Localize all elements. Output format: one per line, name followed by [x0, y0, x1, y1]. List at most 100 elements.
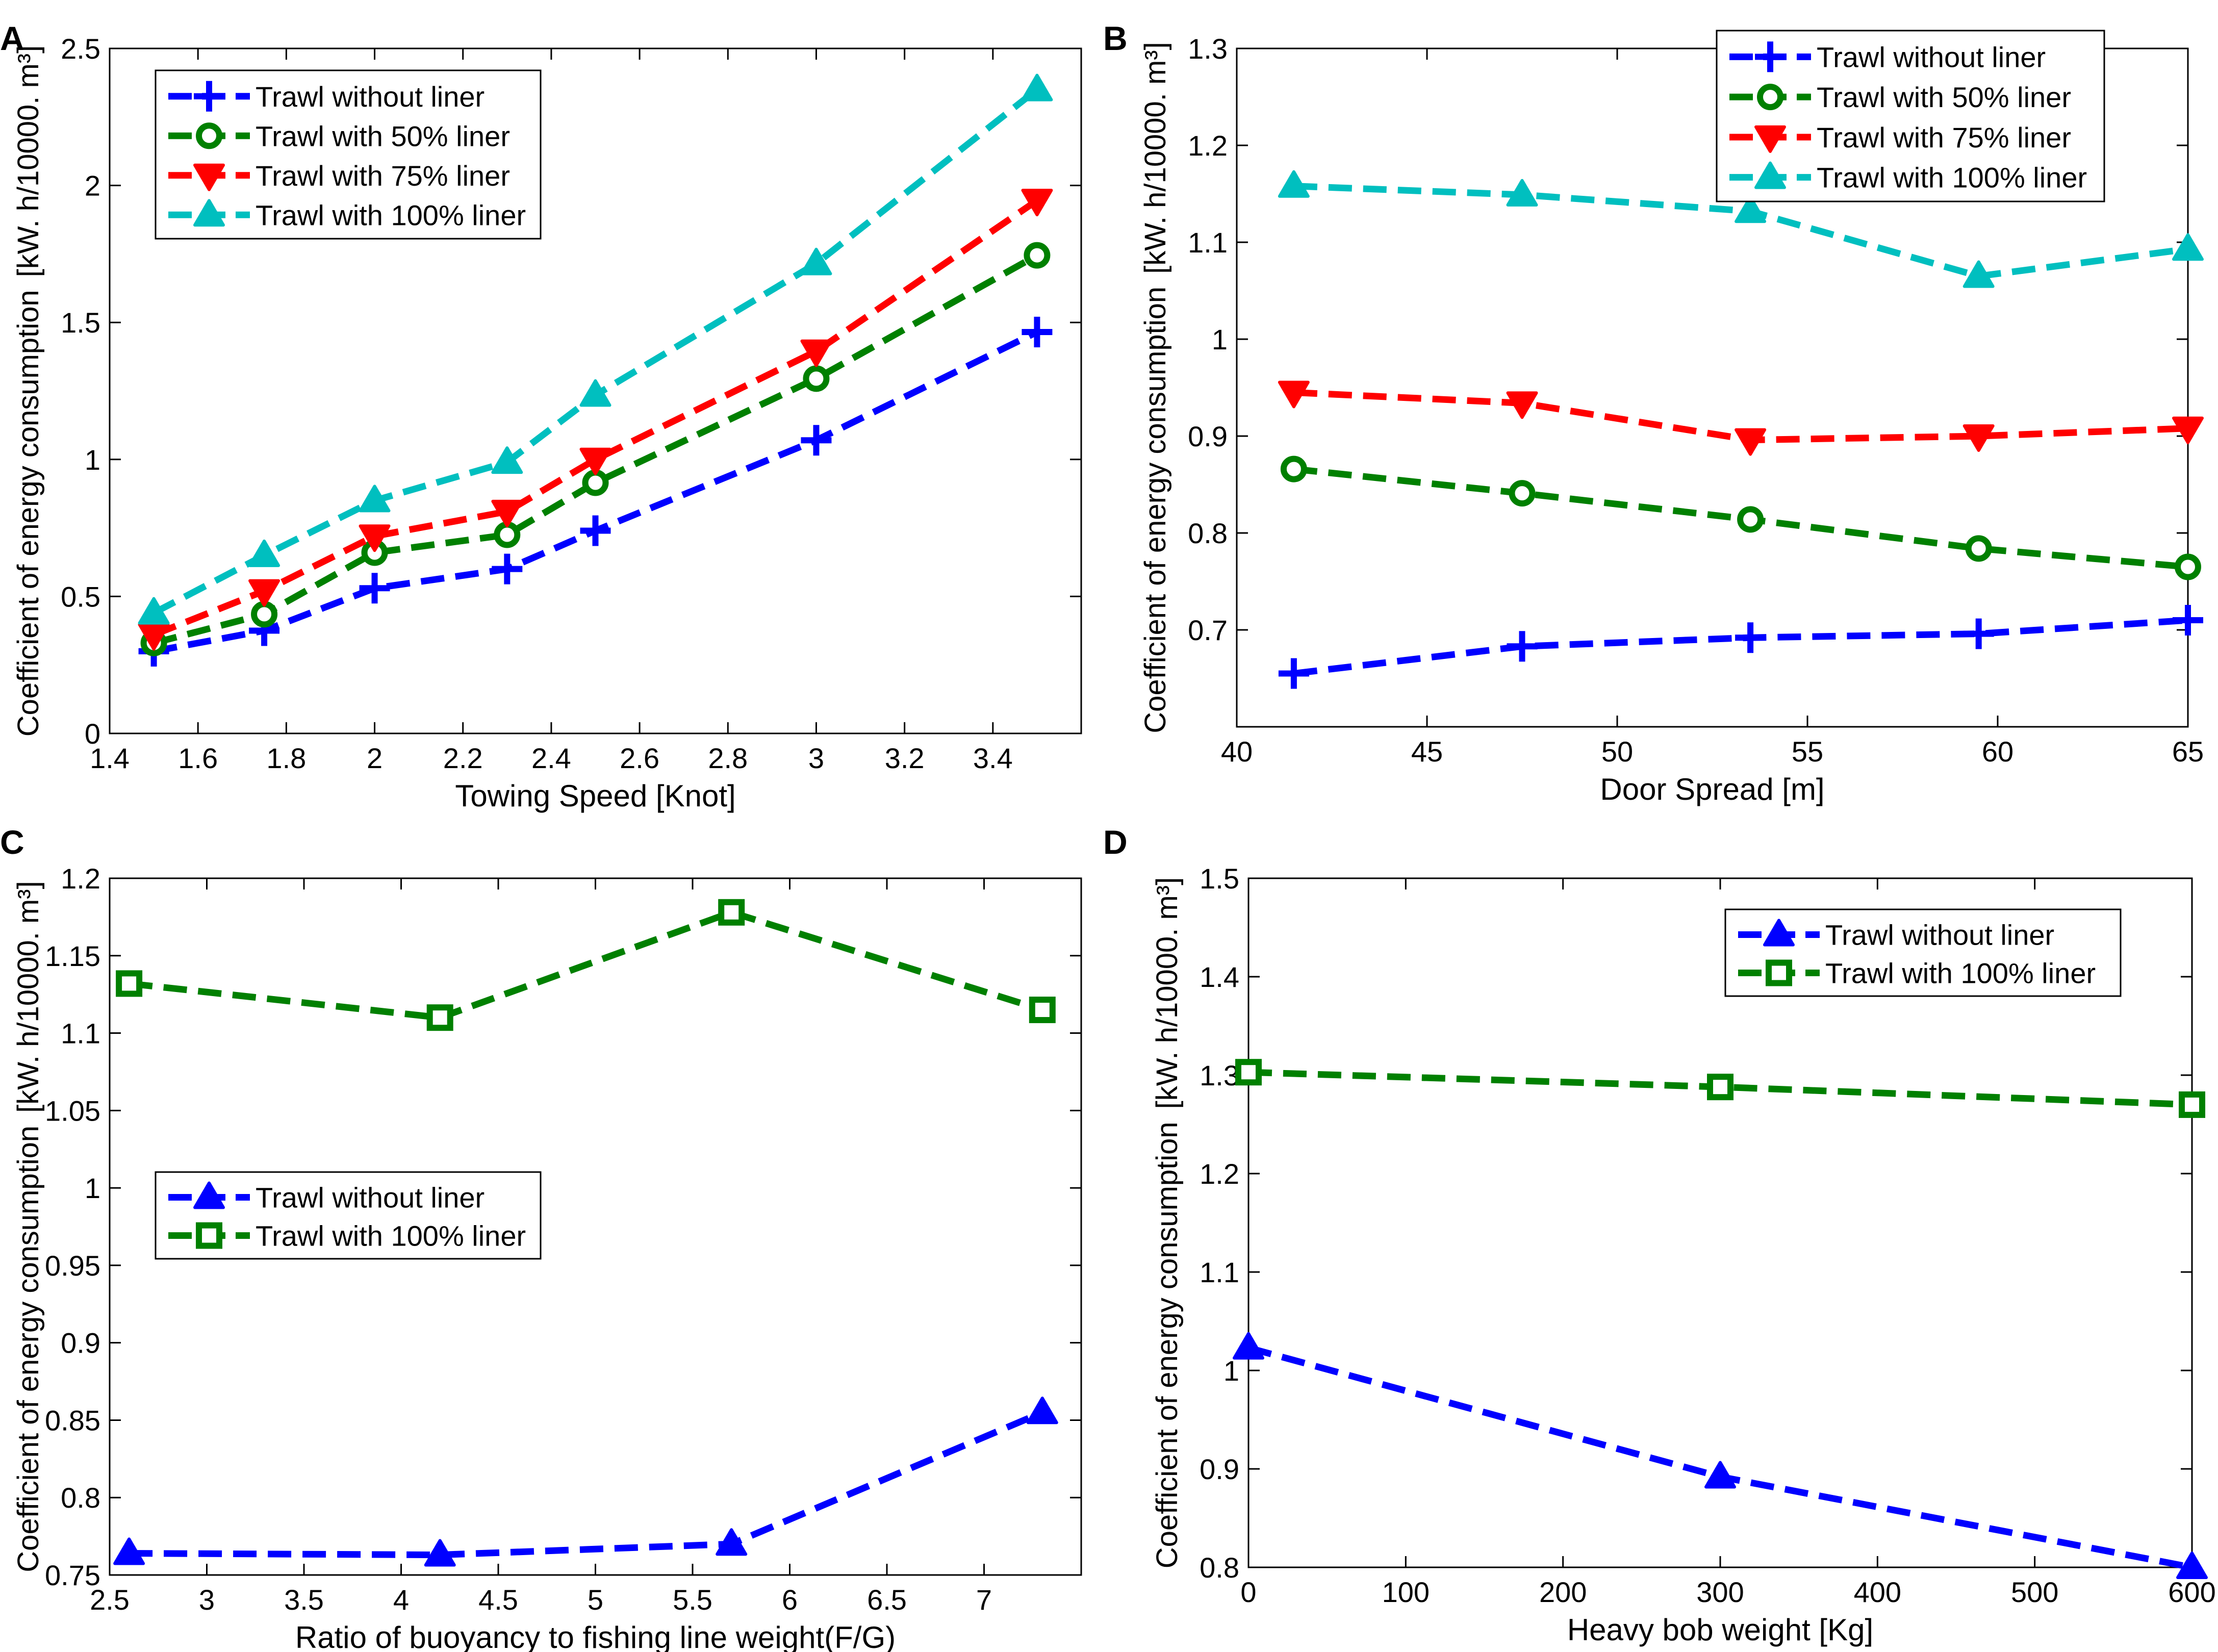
- legend-label: Trawl with 100% liner: [1817, 162, 2087, 194]
- data-point: [359, 524, 391, 552]
- panel-c: C 2.5 3 3.5 4 4.5 5 5.5 6 6.5 7 0.75 0.8 0.85 0.9 0.95 1…: [0, 823, 1082, 1652]
- data-point: [1278, 170, 1310, 198]
- x-tick-label: 3.4: [973, 742, 1013, 774]
- data-point: [1963, 618, 1994, 649]
- legend: Trawl without liner Trawl with 50% liner T…: [155, 69, 542, 240]
- data-point: [580, 515, 611, 546]
- x-tick-label: 2.6: [620, 742, 659, 774]
- y-axis-label-text: Coefficient of energy consumption: [12, 1126, 45, 1572]
- data-point: [2172, 233, 2204, 261]
- data-point: [800, 247, 832, 275]
- data-point: [1506, 179, 1538, 207]
- y-tick-label: 1: [1212, 323, 1228, 355]
- y-tick-label: 1.5: [61, 307, 100, 339]
- data-point: [1026, 1396, 1058, 1425]
- x-tick-label: 5: [588, 1584, 603, 1616]
- y-tick-label: 0: [85, 718, 100, 750]
- panel-label: C: [0, 823, 24, 861]
- legend-label: Trawl with 75% liner: [256, 160, 510, 192]
- legend-marker: [193, 163, 225, 191]
- y-tick-label: 0.9: [1200, 1453, 1239, 1485]
- data-point: [491, 446, 523, 474]
- y-axis-unit: [kW. h/10000. m³]: [12, 881, 45, 1113]
- data-point: [2172, 416, 2204, 444]
- data-point: [1280, 455, 1307, 482]
- data-point: [716, 1528, 748, 1556]
- panel-label: D: [1103, 823, 1128, 861]
- data-point: [113, 1537, 145, 1565]
- x-tick-label: 55: [1792, 735, 1823, 768]
- legend-label: Trawl without liner: [1825, 919, 2054, 951]
- data-point: [1704, 1461, 1736, 1489]
- legend-label: Trawl with 100% liner: [256, 1220, 526, 1252]
- y-tick-label: 0.8: [1200, 1552, 1239, 1584]
- x-tick-label: 600: [2168, 1576, 2215, 1608]
- x-tick-label: 3.2: [885, 742, 925, 774]
- data-point: [579, 447, 611, 475]
- data-point: [1029, 997, 1056, 1024]
- x-tick-label: 1.4: [90, 742, 130, 774]
- legend: Trawl without liner Trawl with 100% liner: [1724, 908, 2122, 997]
- x-tick-label: 200: [1539, 1576, 1587, 1608]
- x-tick-label: 65: [2172, 735, 2204, 768]
- legend-label: Trawl with 50% liner: [256, 120, 510, 152]
- y-tick-label: 0.75: [45, 1559, 100, 1591]
- data-point: [491, 499, 523, 527]
- x-axis-label: Ratio of buoyancy to fishing line weight…: [295, 1620, 896, 1652]
- legend-label: Trawl without liner: [1817, 41, 2046, 73]
- x-axis-label: Heavy bob weight [Kg]: [1567, 1613, 1873, 1647]
- y-tick-label: 0.7: [1188, 614, 1228, 646]
- y-tick-label: 1.1: [1200, 1256, 1239, 1288]
- legend: Trawl without liner Trawl with 100% liner: [155, 1171, 542, 1260]
- legend-marker: [1754, 161, 1786, 189]
- x-tick-label: 60: [1982, 735, 2013, 768]
- x-tick-label: 0: [1240, 1576, 1256, 1608]
- data-point: [1278, 658, 1309, 689]
- data-point: [424, 1539, 456, 1567]
- y-axis-unit: [kW. h/10000. m³]: [1139, 42, 1172, 274]
- y-axis-label: Coefficient of energy consumption [kW. h/…: [1139, 42, 1172, 733]
- y-tick-label: 1.1: [1188, 226, 1228, 259]
- y-axis-label: Coefficient of energy consumption [kW. h/…: [1151, 877, 1184, 1568]
- data-point: [801, 425, 832, 456]
- panel-label: B: [1103, 19, 1128, 57]
- x-tick-label: 5.5: [673, 1584, 712, 1616]
- data-point: [1707, 1074, 1733, 1101]
- y-tick-label: 1.5: [1200, 862, 1239, 895]
- y-tick-label: 0.5: [61, 580, 100, 613]
- data-point: [1278, 380, 1310, 409]
- legend-marker: [194, 81, 224, 112]
- data-point: [116, 970, 143, 997]
- panel-b: B 40 45 50 55 60 65 0.7 0.8 0.9 1 1.1 1.2 1.3 Door Spr…: [1103, 19, 2204, 806]
- data-point: [1021, 189, 1053, 217]
- legend-marker: [196, 122, 222, 149]
- y-tick-label: 0.85: [45, 1404, 100, 1436]
- x-tick-label: 7: [976, 1584, 992, 1616]
- data-point: [138, 597, 170, 625]
- series-line-1: [129, 1409, 1044, 1559]
- y-tick-label: 1.15: [45, 940, 100, 972]
- x-tick-label: 400: [1854, 1576, 1901, 1608]
- x-axis-label: Door Spread [m]: [1600, 772, 1824, 806]
- data-point: [2173, 605, 2203, 636]
- data-point: [1233, 1332, 1264, 1360]
- y-tick-label: 1.3: [1188, 33, 1228, 65]
- y-tick-label: 1: [85, 444, 100, 476]
- x-tick-label: 6.5: [867, 1584, 907, 1616]
- legend-label: Trawl without liner: [256, 1182, 485, 1214]
- y-axis-label: Coefficient of energy consumption [kW. h/…: [12, 45, 45, 736]
- legend-marker: [1757, 84, 1783, 111]
- data-point: [359, 573, 390, 604]
- y-axis-unit: [kW. h/10000. m³]: [12, 45, 45, 277]
- data-point: [1506, 391, 1538, 419]
- y-tick-label: 0.9: [1188, 420, 1228, 452]
- y-axis-unit: [kW. h/10000. m³]: [1151, 877, 1184, 1109]
- y-tick-label: 2.5: [61, 33, 100, 65]
- data-point: [1022, 317, 1053, 348]
- x-tick-label: 3: [199, 1584, 215, 1616]
- data-point: [582, 469, 609, 496]
- x-tick-label: 3: [808, 742, 824, 774]
- legend-label: Trawl with 75% liner: [1817, 121, 2071, 154]
- data-point: [1962, 260, 1995, 288]
